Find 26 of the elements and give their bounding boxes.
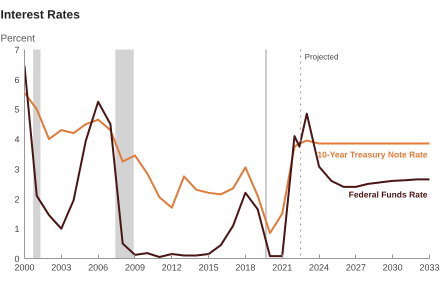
x-tick-label: 2003 — [51, 262, 72, 272]
x-tick-label: 2009 — [124, 262, 145, 272]
x-tick-label: 2024 — [309, 262, 330, 272]
series-label: Federal Funds Rate — [348, 189, 428, 200]
x-tick-label: 2006 — [88, 262, 108, 272]
y-tick-label: 4 — [14, 134, 20, 145]
y-tick-label: 0 — [14, 254, 20, 264]
y-tick-label: 7 — [14, 45, 20, 55]
x-tick-label: 2021 — [272, 262, 292, 272]
x-tick-label: 2015 — [198, 262, 219, 272]
y-tick-label: 2 — [14, 194, 20, 204]
line-series — [24, 92, 430, 234]
chart-title: Interest Rates — [0, 8, 80, 22]
x-tick-label: 2033 — [419, 262, 440, 272]
ref-line-label: Projected — [304, 52, 338, 62]
series-label: 10-Year Treasury Note Rate — [317, 150, 428, 160]
y-axis-title: Percent — [0, 34, 36, 44]
y-tick-label: 6 — [14, 74, 20, 85]
x-tick-label: 2000 — [14, 262, 35, 272]
y-tick-label: 1 — [14, 224, 20, 234]
x-tick-label: 2018 — [235, 262, 256, 272]
x-tick-label: 2027 — [346, 262, 366, 272]
x-tick-label: 2030 — [382, 262, 403, 272]
x-tick-label: 2012 — [162, 262, 182, 272]
y-tick-label: 3 — [14, 164, 20, 174]
y-tick-label: 5 — [14, 104, 20, 115]
